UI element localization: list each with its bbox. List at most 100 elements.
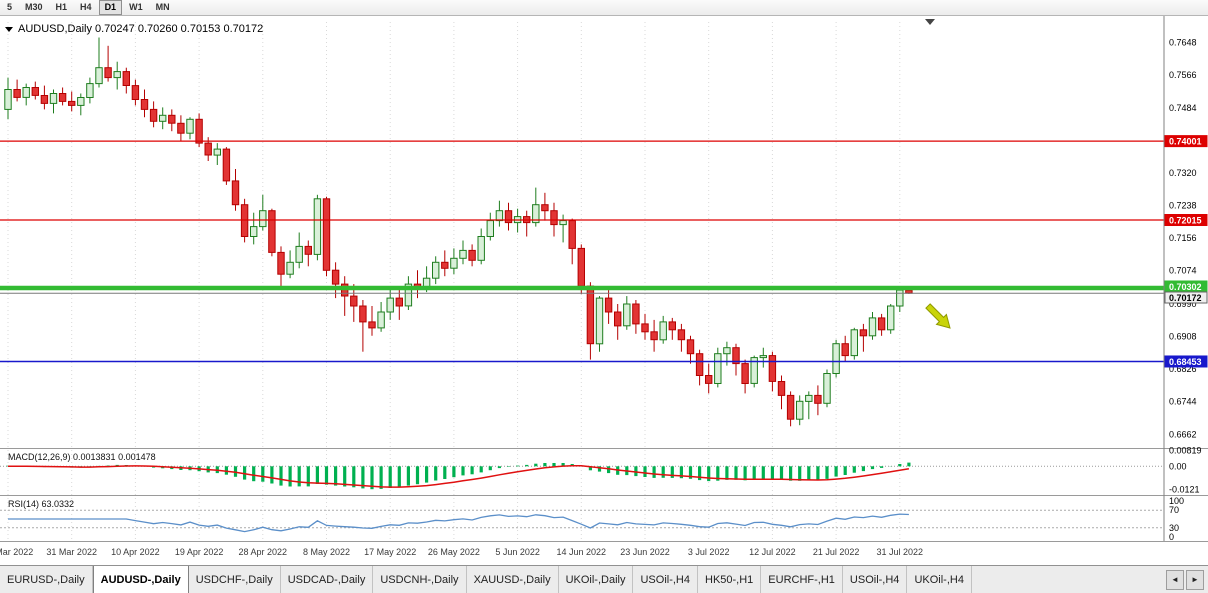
candle-body [313, 198, 322, 255]
candle-body [887, 305, 895, 331]
rsi-line [8, 513, 909, 533]
chart-tab-xauusd-daily[interactable]: XAUUSD-,Daily [466, 566, 559, 593]
tab-scroll-right-button[interactable]: ► [1186, 569, 1204, 590]
candle-body [841, 343, 849, 357]
candle-body [195, 118, 203, 144]
chart-tab-hk50-h1[interactable]: HK50-,H1 [698, 566, 762, 593]
price-level-label [1164, 135, 1208, 148]
collapse-triangle-icon[interactable] [5, 27, 13, 32]
price-axis-tick: 0.6908 [1169, 332, 1197, 342]
candle-body [104, 67, 112, 79]
timeframe-button-h1[interactable]: H1 [55, 2, 68, 12]
candle-body [322, 198, 331, 271]
candle-body [368, 321, 376, 329]
candle-body [95, 67, 103, 85]
candle-body [832, 343, 840, 375]
chart-tab-eurchf-h1[interactable]: EURCHF-,H1 [761, 566, 843, 593]
chart-tab-bar: EURUSD-,Daily AUDUSD-,Daily USDCHF-,Daily U… [0, 565, 1208, 593]
arrow-down-right-object[interactable] [925, 303, 951, 329]
candle-body [177, 122, 185, 134]
candle-body [595, 297, 604, 345]
candle-body [477, 236, 485, 261]
candle-body [486, 220, 495, 238]
candle-body [68, 100, 76, 106]
candle-body [550, 210, 558, 226]
candle-body [796, 400, 804, 420]
date-axis-label: 28 Apr 2022 [239, 547, 288, 557]
date-axis-label: 23 Jun 2022 [620, 547, 670, 557]
candle-body [723, 347, 731, 355]
chart-tab-ukoil-daily[interactable]: UKOil-,Daily [558, 566, 634, 593]
macd-axis-tick: 0.00 [1169, 461, 1187, 471]
chart-area[interactable]: 0.7648 0.7566 0.7484 0.7320 0.7238 0.7156 0.70… [0, 16, 1208, 565]
candle-body [468, 249, 476, 261]
candle-body [641, 323, 649, 333]
date-axis-label: 10 Apr 2022 [111, 547, 160, 557]
tab-scroll-arrows: ◄ ► [1162, 566, 1208, 593]
candle-body [823, 373, 831, 404]
candle-body [231, 180, 240, 206]
timeframe-button-d1[interactable]: D1 [98, 0, 123, 15]
candle-body [568, 220, 576, 249]
candle-body [741, 363, 749, 385]
candlestick-chart[interactable]: 0.7648 0.7566 0.7484 0.7320 0.7238 0.7156 0.70… [0, 16, 1208, 565]
chart-tab-usoil-h4[interactable]: USOil-,H4 [633, 566, 698, 593]
price-level-label [1164, 291, 1208, 304]
price-axis-tick: 0.7648 [1169, 38, 1197, 48]
candle-body [350, 295, 358, 307]
chart-tab-usdcnh-daily[interactable]: USDCNH-,Daily [373, 566, 467, 593]
candle-body [859, 329, 868, 337]
price-axis-tick: 0.7156 [1169, 233, 1197, 243]
candle-body [777, 381, 786, 396]
candle-body [750, 357, 758, 384]
date-axis-label: 12 Jul 2022 [749, 547, 796, 557]
chart-tab-usdcad-daily[interactable]: USDCAD-,Daily [280, 566, 374, 593]
candle-body [77, 97, 85, 106]
candle-body [331, 269, 340, 285]
date-axis-label: 22 Mar 2022 [0, 547, 33, 557]
candle-body [432, 261, 440, 279]
candle-body [295, 245, 303, 263]
price-level-label-text: 0.68453 [1169, 357, 1202, 367]
date-axis-label: 3 Jul 2022 [688, 547, 730, 557]
candle-body [805, 394, 813, 402]
candle-body [441, 261, 449, 269]
candle-body [49, 93, 58, 104]
price-axis-tick: 0.7320 [1169, 168, 1197, 178]
candle-body [204, 142, 212, 156]
timeframe-button-5[interactable]: 5 [7, 2, 13, 12]
timeframe-button-mn[interactable]: MN [155, 2, 170, 12]
chart-tab-ukoil-h4[interactable]: UKOil-,H4 [907, 566, 972, 593]
candle-body [768, 355, 777, 382]
date-axis-label: 21 Jul 2022 [813, 547, 860, 557]
chart-shift-marker-icon[interactable] [925, 19, 935, 25]
candle-body [650, 331, 658, 341]
candle-body [286, 261, 294, 275]
date-axis-label: 26 May 2022 [428, 547, 480, 557]
price-level-label [1164, 355, 1208, 368]
chart-tab-usdchf-daily[interactable]: USDCHF-,Daily [188, 566, 281, 593]
date-axis-label: 31 Mar 2022 [46, 547, 97, 557]
timeframe-button-m30[interactable]: M30 [25, 2, 43, 12]
timeframe-button-h4[interactable]: H4 [80, 2, 92, 12]
candle-body [559, 220, 567, 226]
candle-body [22, 87, 30, 98]
candle-body [86, 83, 94, 98]
candle-body [140, 99, 149, 110]
chart-tab-usoil-h4[interactable]: USOil-,H4 [842, 566, 908, 593]
candle-body [786, 394, 795, 420]
candle-body [459, 249, 467, 259]
candle-body [13, 89, 21, 98]
price-level-label [1164, 214, 1208, 227]
date-axis-label: 14 Jun 2022 [557, 547, 607, 557]
candle-body [58, 93, 67, 102]
candle-body [304, 245, 313, 255]
tab-scroll-left-button[interactable]: ◄ [1166, 569, 1184, 590]
chart-tab-audusd-daily[interactable]: AUDUSD-,Daily [92, 566, 189, 593]
timeframe-button-w1[interactable]: W1 [129, 2, 143, 12]
chart-tab-eurusd-daily[interactable]: EURUSD-,Daily [0, 566, 93, 593]
macd-signal-line [8, 464, 910, 488]
candle-body [186, 118, 194, 134]
candle-body [122, 71, 130, 86]
candle-body [705, 375, 713, 384]
